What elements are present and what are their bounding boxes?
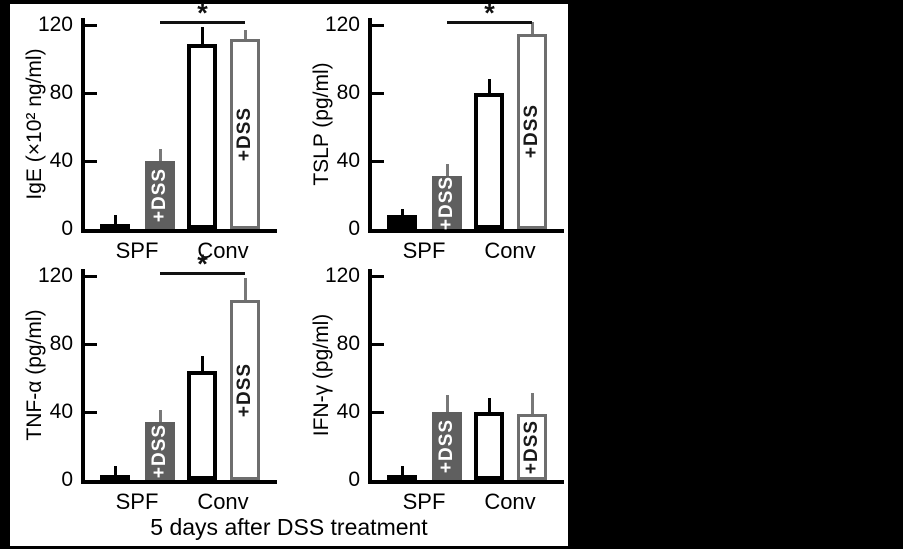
bar [387, 215, 417, 229]
y-axis-line [368, 18, 372, 233]
chart-tslp: TSLP (pg/ml) 0 40 80 120 +DSS +DSS SPF Conv * [296, 0, 581, 263]
group-label: SPF [115, 489, 159, 514]
chart-ige: IgE (×10² ng/ml) 0 40 80 120 +DSS +DSS SPF Conv… [9, 0, 294, 263]
y-axis-label: IgE (×10² ng/ml) [23, 48, 46, 200]
y-tick-label: 120 [37, 264, 73, 287]
bar [187, 43, 217, 229]
x-axis-line [81, 480, 277, 484]
group-label: SPF [115, 238, 159, 263]
bar [230, 38, 260, 229]
x-axis-line [81, 229, 277, 233]
error-whisker [530, 393, 534, 417]
y-tick [372, 343, 384, 346]
y-tick-label: 0 [348, 468, 360, 491]
y-tick-label: 80 [336, 332, 360, 355]
dss-bar-label: +DSS [149, 167, 170, 223]
bar [517, 413, 547, 480]
dss-bar-label: +DSS [521, 104, 542, 159]
significance-bracket [160, 21, 245, 24]
bar [432, 176, 462, 229]
bar [474, 93, 504, 229]
group-label: SPF [402, 489, 446, 514]
error-whisker [113, 215, 117, 227]
y-tick-label: 40 [336, 149, 360, 172]
dss-bar-label: +DSS [149, 424, 170, 479]
error-whisker [487, 79, 491, 96]
bar [432, 412, 462, 480]
y-tick [85, 343, 97, 346]
dss-bar-label: +DSS [234, 362, 255, 417]
y-axis-line [368, 269, 372, 484]
chart-ifn-gamma: IFN-γ (pg/ml) 0 40 80 120 +DSS +DSS SPF Conv [296, 255, 581, 514]
y-tick-label: 80 [336, 81, 360, 104]
bar [187, 371, 217, 480]
y-tick [85, 92, 97, 95]
y-tick [372, 92, 384, 95]
x-axis-line [368, 480, 564, 484]
bar [474, 412, 504, 480]
group-label: Conv [197, 238, 249, 263]
y-tick [85, 160, 97, 163]
significance-asterisk: * [484, 0, 495, 28]
group-label: Conv [484, 489, 536, 514]
figure-caption: 5 days after DSS treatment [150, 514, 428, 540]
y-tick [372, 411, 384, 414]
y-axis-line [81, 269, 85, 484]
x-axis-line [368, 229, 564, 233]
bar [145, 161, 175, 229]
error-whisker [445, 164, 449, 180]
y-tick-label: 120 [324, 13, 360, 36]
y-tick-label: 0 [61, 468, 73, 491]
significance-asterisk: * [197, 0, 208, 28]
bar [145, 422, 175, 480]
significance-asterisk: * [197, 249, 208, 279]
y-tick-label: 40 [49, 400, 73, 423]
error-whisker [200, 355, 204, 375]
y-tick-label: 0 [61, 217, 73, 240]
y-tick [372, 24, 384, 27]
y-tick-label: 40 [49, 149, 73, 172]
y-tick [85, 411, 97, 414]
error-whisker [400, 208, 404, 219]
y-tick-label: 120 [37, 13, 73, 36]
bar [100, 474, 130, 480]
significance-bracket [160, 272, 245, 275]
error-whisker [243, 277, 247, 303]
group-label: SPF [402, 238, 446, 263]
y-tick-label: 80 [49, 332, 73, 355]
error-whisker [200, 26, 204, 47]
y-tick [85, 24, 97, 27]
error-whisker [530, 21, 534, 37]
error-whisker [487, 398, 491, 415]
y-tick-label: 0 [348, 217, 360, 240]
group-label: Conv [484, 238, 536, 263]
error-whisker [158, 410, 162, 426]
dss-bar-label: +DSS [436, 175, 457, 230]
bar [230, 299, 260, 480]
error-whisker [158, 149, 162, 164]
group-label: Conv [197, 489, 249, 514]
dss-bar-label: +DSS [234, 106, 255, 161]
error-whisker [243, 30, 247, 42]
y-tick-label: 80 [49, 81, 73, 104]
y-tick [372, 275, 384, 278]
error-whisker [113, 466, 117, 478]
dss-bar-label: +DSS [436, 418, 457, 474]
bar [100, 223, 130, 229]
significance-bracket [447, 21, 532, 24]
y-tick-label: 120 [324, 264, 360, 287]
y-tick [372, 160, 384, 163]
y-tick [85, 275, 97, 278]
bar [387, 474, 417, 480]
y-tick-label: 40 [336, 400, 360, 423]
bar [517, 33, 547, 229]
error-whisker [445, 395, 449, 415]
y-axis-line [81, 18, 85, 233]
chart-tnf-alpha: TNF-α (pg/ml) 0 40 80 120 +DSS +DSS SPF Conv * [9, 249, 294, 514]
error-whisker [400, 466, 404, 478]
dss-bar-label: +DSS [521, 419, 542, 474]
